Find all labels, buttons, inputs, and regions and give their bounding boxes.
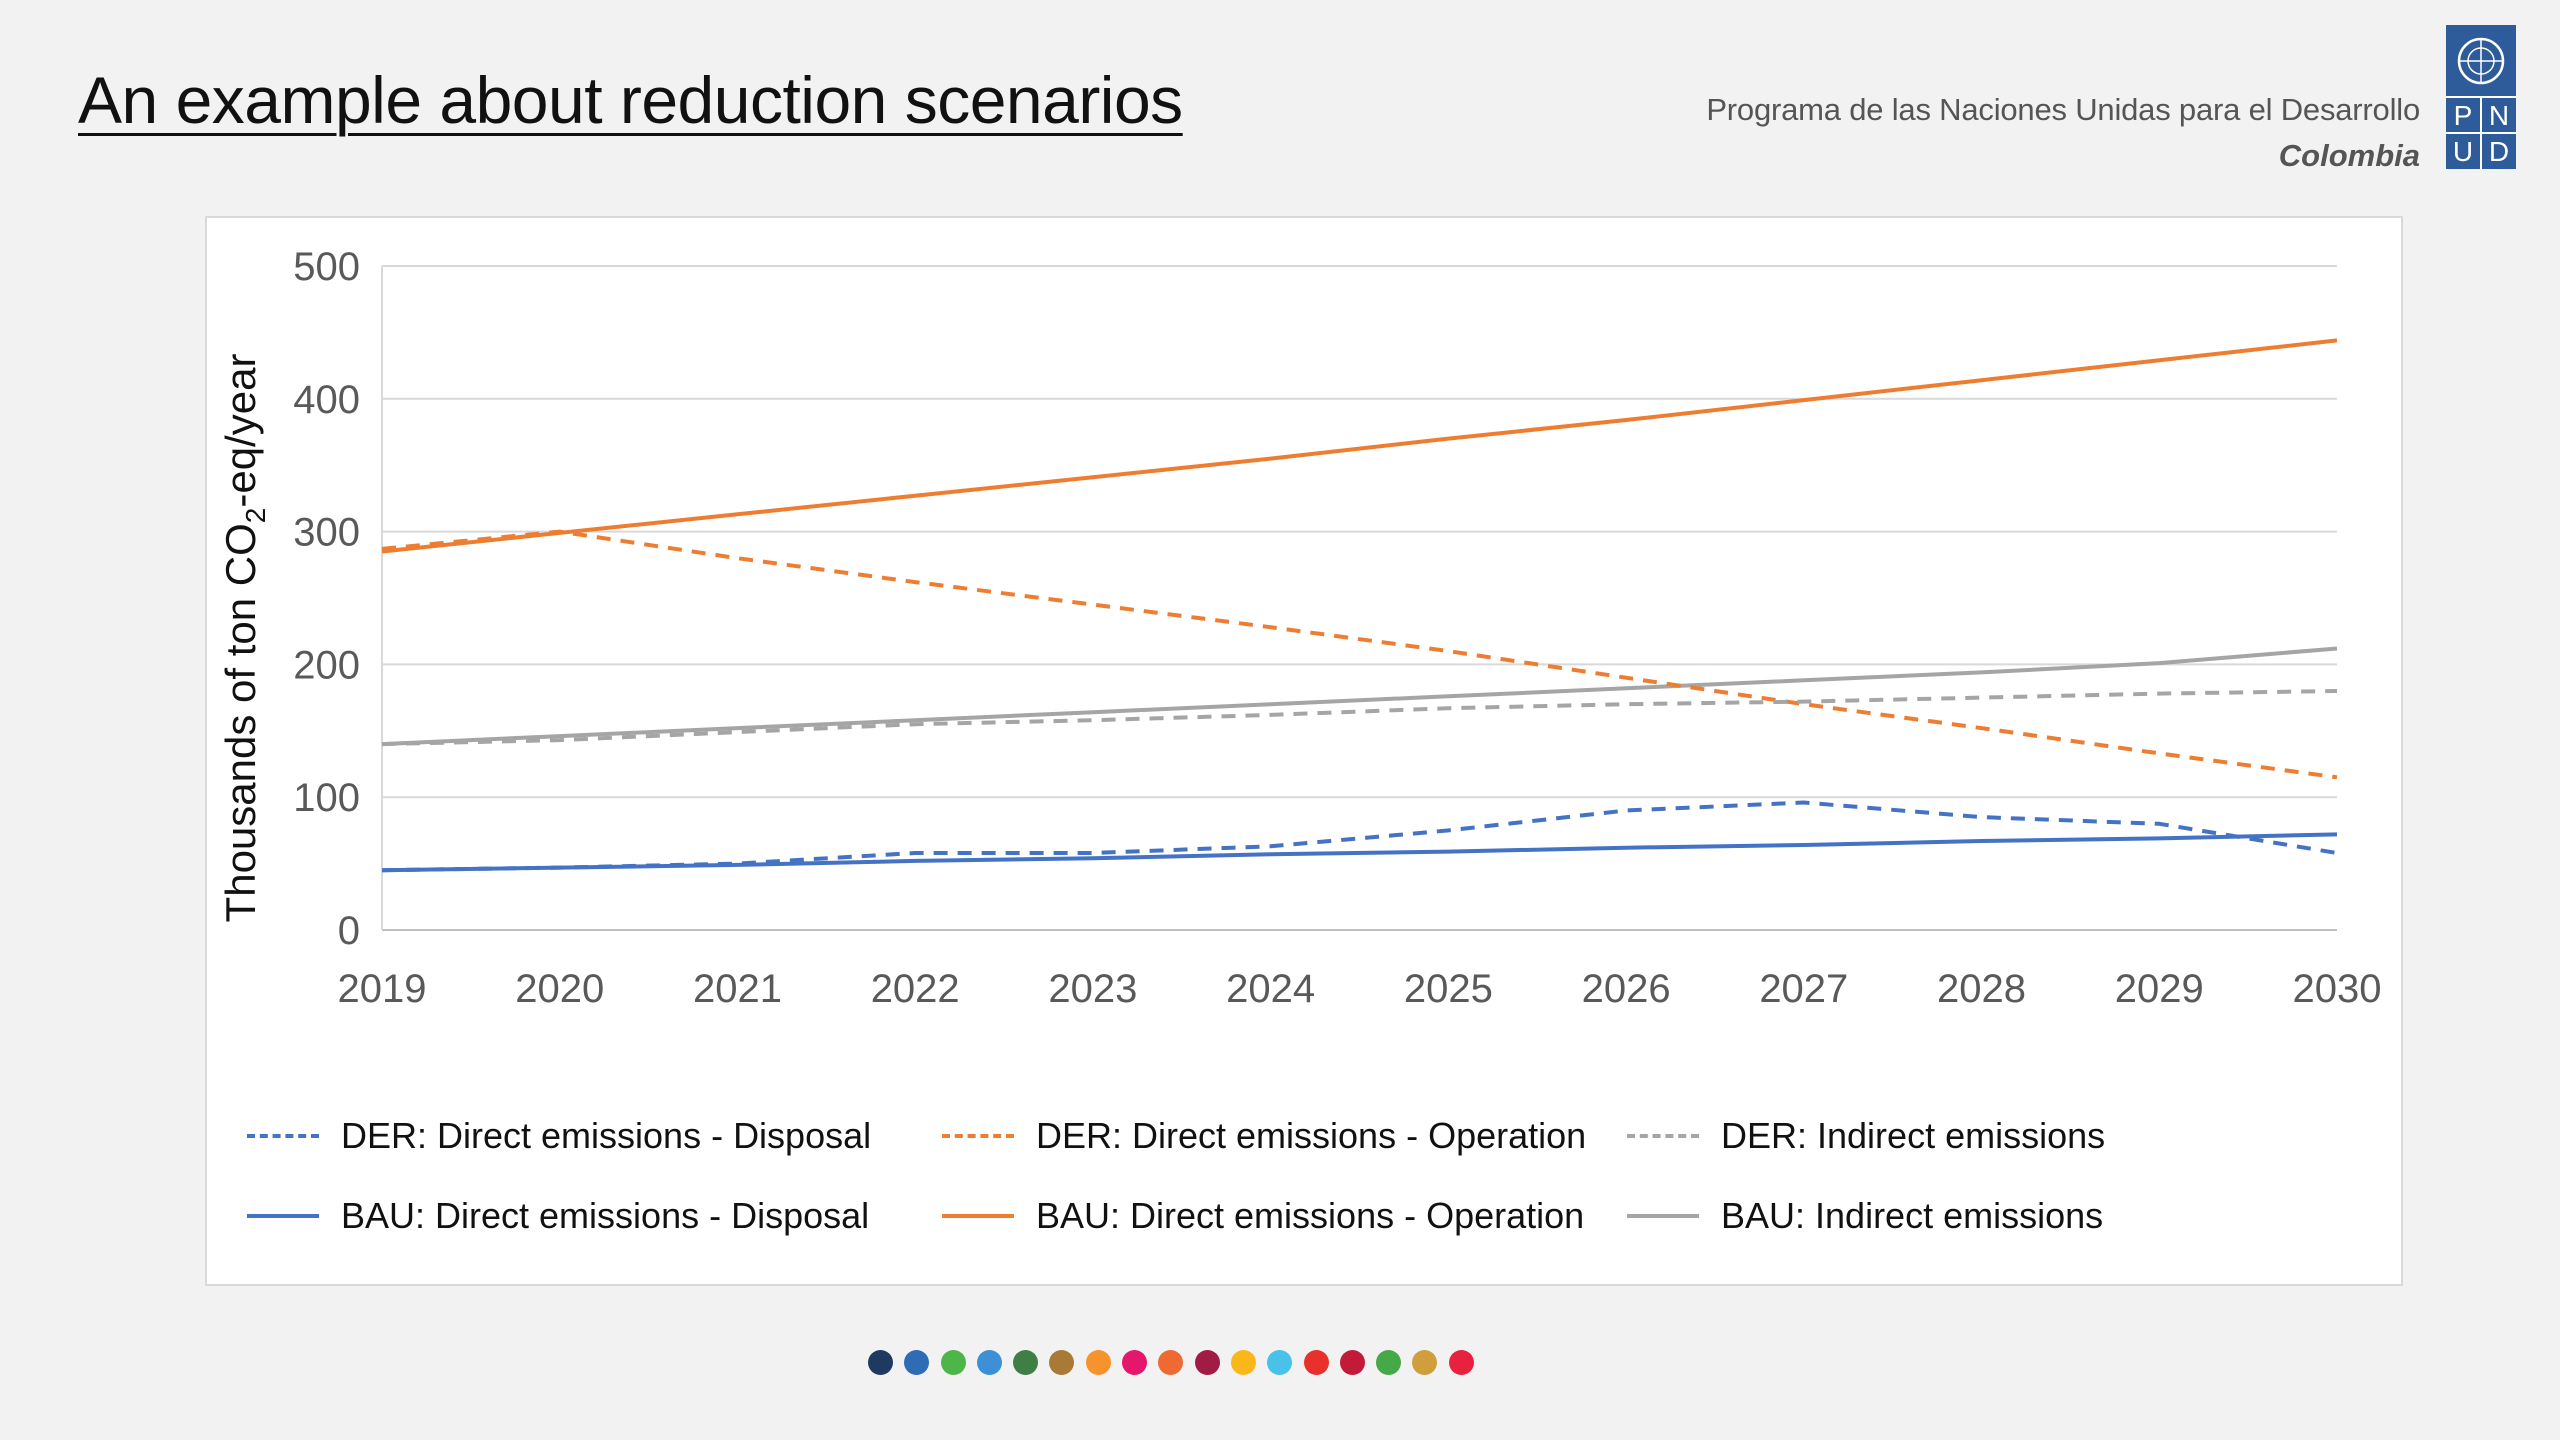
sdg-color-dots [868, 1350, 1474, 1376]
legend-label: BAU: Direct emissions - Disposal [341, 1195, 870, 1236]
legend-swatch [247, 1134, 319, 1138]
y-axis-label: Thousands of ton CO2-eq/year [217, 354, 271, 923]
x-axis-ticks: 2019 2020 2021 2022 2023 2024 2025 2026 2027 2028… [338, 967, 2382, 1011]
logo-letter: D [2489, 136, 2509, 167]
logo-letter: P [2454, 100, 2473, 131]
sdg-dot [1013, 1350, 1039, 1375]
gridlines [381, 265, 2337, 931]
slide-title: An example about reduction scenarios [78, 63, 1183, 137]
x-tick-label: 2020 [515, 967, 604, 1011]
y-tick-label: 200 [293, 643, 360, 687]
logo-letter: N [2489, 100, 2509, 131]
sdg-dot [976, 1350, 1002, 1375]
x-tick-label: 2029 [2115, 967, 2204, 1011]
sdg-dot [1376, 1350, 1402, 1375]
y-tick-label: 500 [293, 245, 360, 289]
y-tick-label: 400 [293, 378, 360, 422]
series-line [381, 529, 2338, 780]
chart-legend: DER: Direct emissions - Disposal DER: Dir… [247, 1115, 2377, 1266]
legend-item: DER: Indirect emissions [1627, 1115, 2106, 1156]
x-tick-label: 2024 [1226, 967, 1315, 1011]
x-tick-label: 2019 [338, 967, 427, 1011]
undp-logo: P N U D [2446, 25, 2516, 169]
series-line [381, 646, 2338, 747]
series-line [381, 800, 2338, 873]
sdg-dot [1339, 1350, 1365, 1375]
x-tick-label: 2021 [693, 967, 782, 1011]
legend-label: DER: Indirect emissions [1721, 1115, 2106, 1156]
sdg-dot [1194, 1350, 1220, 1375]
legend-item: DER: Direct emissions - Disposal [247, 1115, 872, 1156]
sdg-dot [1303, 1350, 1329, 1375]
x-tick-label: 2026 [1582, 967, 1671, 1011]
sdg-dot [1448, 1350, 1474, 1375]
legend-label: DER: Direct emissions - Disposal [341, 1115, 872, 1156]
x-tick-label: 2030 [2293, 967, 2382, 1011]
legend-label: DER: Direct emissions - Operation [1036, 1115, 1587, 1156]
legend-label: BAU: Direct emissions - Operation [1036, 1195, 1585, 1236]
y-tick-label: 300 [293, 511, 360, 555]
x-tick-label: 2025 [1404, 967, 1493, 1011]
series-lines [381, 338, 2338, 873]
y-tick-label: 0 [338, 909, 360, 953]
legend-swatch [1627, 1134, 1699, 1138]
sdg-dot [1049, 1350, 1075, 1375]
sdg-dot [1267, 1350, 1293, 1375]
legend-item: DER: Direct emissions - Operation [942, 1115, 1587, 1156]
legend-swatch [942, 1134, 1014, 1138]
legend-label: BAU: Indirect emissions [1721, 1195, 2104, 1236]
sdg-dot [1085, 1350, 1111, 1375]
sdg-dot [904, 1350, 930, 1375]
legend-swatch [247, 1214, 319, 1218]
y-axis-ticks: 0 100 200 300 400 500 [293, 245, 360, 953]
legend-item: BAU: Direct emissions - Disposal [247, 1195, 870, 1236]
series-line [381, 338, 2338, 554]
sdg-dot [1412, 1350, 1438, 1375]
sdg-dot [868, 1350, 893, 1375]
x-tick-label: 2022 [871, 967, 960, 1011]
org-name-text: Programa de las Naciones Unidas para el … [1706, 92, 2420, 127]
organization-name: Programa de las Naciones Unidas para el … [1706, 92, 2420, 174]
line-chart: 0 100 200 300 400 500 2019 2020 2021 2022 2023 202… [217, 245, 2382, 1011]
legend-swatch [942, 1214, 1014, 1218]
x-tick-label: 2028 [1937, 967, 2026, 1011]
legend-swatch [1627, 1214, 1699, 1218]
x-tick-label: 2027 [1759, 967, 1848, 1011]
sdg-dot [1230, 1350, 1256, 1375]
org-country-text: Colombia [2278, 138, 2420, 173]
y-tick-label: 100 [293, 776, 360, 820]
sdg-dot [1158, 1350, 1184, 1375]
legend-item: BAU: Direct emissions - Operation [942, 1195, 1585, 1236]
sdg-dot [1122, 1350, 1148, 1375]
chart-panel: 0 100 200 300 400 500 2019 2020 2021 2022 2023 202… [205, 216, 2403, 1286]
x-tick-label: 2023 [1048, 967, 1137, 1011]
sdg-dot [940, 1350, 966, 1375]
logo-letter: U [2453, 136, 2473, 167]
legend-item: BAU: Indirect emissions [1627, 1195, 2104, 1236]
